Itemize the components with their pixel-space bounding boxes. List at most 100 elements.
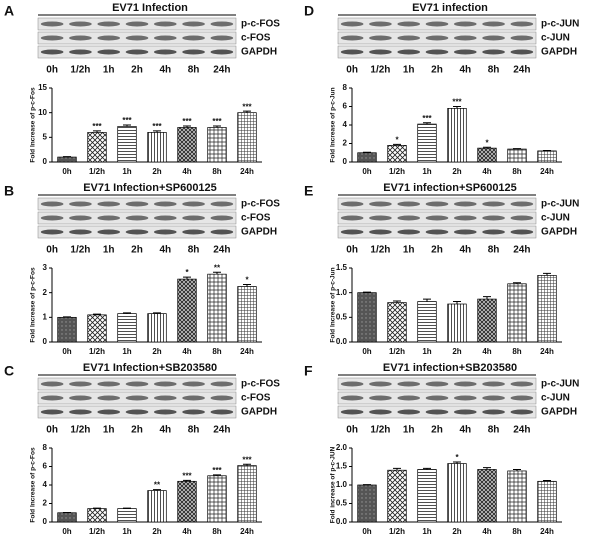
panel-title: EV71 infection	[412, 2, 488, 14]
blot-time: 4h	[459, 245, 471, 256]
bar	[57, 156, 77, 163]
blot-time: 24h	[213, 245, 230, 256]
y-tick-label: 1.0	[336, 288, 348, 297]
blot-band	[510, 381, 534, 387]
x-tick-label: 24h	[240, 167, 254, 176]
blot-band	[397, 201, 421, 207]
x-tick-label: 1/2h	[89, 167, 105, 176]
blot-band	[340, 381, 364, 387]
blot-time: 24h	[513, 65, 530, 76]
blot-band	[210, 35, 234, 41]
bar	[477, 147, 497, 163]
blot-band	[153, 381, 177, 387]
x-tick-label: 1h	[422, 527, 431, 536]
blot-band	[182, 409, 205, 415]
error-bar	[543, 272, 551, 276]
bar	[387, 145, 407, 163]
blot-band	[40, 49, 64, 55]
blot-band	[482, 381, 505, 387]
blot-band	[153, 229, 177, 235]
bar	[177, 127, 197, 163]
blot-band	[425, 35, 449, 41]
bar	[117, 313, 137, 343]
x-tick-label: 8h	[212, 527, 221, 536]
bar	[357, 484, 377, 523]
blot-label: GAPDH	[241, 47, 277, 58]
blot-band	[97, 381, 121, 387]
blot-label: c-FOS	[241, 393, 271, 404]
blot-band	[482, 35, 505, 41]
blot-band	[210, 49, 234, 55]
blot-band	[397, 395, 421, 401]
blot-time: 2h	[131, 425, 143, 436]
significance: **	[154, 481, 161, 490]
bar	[537, 275, 557, 343]
y-axis-label: Fold Increase of p-c-Fos	[30, 267, 37, 343]
y-tick-label: 2.0	[336, 443, 348, 452]
y-tick-label: 3	[43, 263, 48, 272]
bar	[507, 470, 527, 523]
x-tick-label: 8h	[212, 167, 221, 176]
panel-letter: F	[304, 363, 313, 379]
blot-time: 1/2h	[70, 425, 90, 436]
blot-time: 1h	[103, 425, 115, 436]
blot-time: 4h	[159, 65, 171, 76]
significance: *	[455, 453, 459, 462]
blot-band	[369, 35, 392, 41]
blot-band	[369, 201, 392, 207]
panel-title: EV71 Infection+SP600125	[83, 182, 217, 194]
y-tick-label: 6	[343, 102, 348, 111]
blot-band	[425, 409, 449, 415]
blot-band	[97, 229, 121, 235]
y-axis-label: Fold Increase of p-c-Jun	[330, 87, 337, 162]
blot-band	[40, 21, 64, 27]
blot-band	[40, 215, 64, 221]
blot-band	[182, 201, 205, 207]
x-tick-label: 1/2h	[89, 527, 105, 536]
blot-band	[182, 381, 205, 387]
y-tick-label: 8	[343, 83, 348, 92]
blot-band	[125, 201, 149, 207]
significance: *	[185, 268, 189, 277]
y-tick-label: 0.0	[336, 337, 348, 346]
blot-band	[340, 229, 364, 235]
y-tick-label: 2	[43, 288, 48, 297]
blot-band	[369, 409, 392, 415]
blot-band	[69, 35, 92, 41]
blot-band	[69, 409, 92, 415]
error-bar	[153, 312, 161, 314]
blot-time: 2h	[431, 65, 443, 76]
error-bar	[423, 122, 431, 125]
blot-band	[482, 229, 505, 235]
blot-band	[69, 49, 92, 55]
blot-band	[153, 215, 177, 221]
error-bar	[453, 301, 461, 305]
blot-time: 4h	[159, 245, 171, 256]
blot-band	[369, 21, 392, 27]
bar	[477, 469, 497, 523]
y-tick-label: 0.5	[336, 312, 348, 321]
blot-time: 1/2h	[370, 425, 390, 436]
blot-time: 1h	[403, 425, 415, 436]
blot-time: 8h	[488, 245, 500, 256]
blot-label: GAPDH	[541, 47, 577, 58]
blot-band	[210, 229, 234, 235]
blot-time: 0h	[46, 245, 58, 256]
blot-band	[453, 21, 477, 27]
bar	[177, 480, 197, 523]
error-bar	[483, 467, 491, 470]
x-tick-label: 0h	[362, 527, 371, 536]
bar	[87, 314, 107, 343]
error-bar	[93, 313, 101, 315]
blot-band	[425, 21, 449, 27]
error-bar	[453, 461, 461, 464]
panel-title: EV71 infection+SB203580	[383, 362, 517, 374]
blot-band	[397, 21, 421, 27]
blot-band	[369, 229, 392, 235]
blot-band	[97, 35, 121, 41]
blot-time: 1/2h	[70, 245, 90, 256]
blot-label: c-FOS	[241, 33, 271, 44]
y-tick-label: 2	[43, 499, 48, 508]
bar	[237, 286, 257, 343]
